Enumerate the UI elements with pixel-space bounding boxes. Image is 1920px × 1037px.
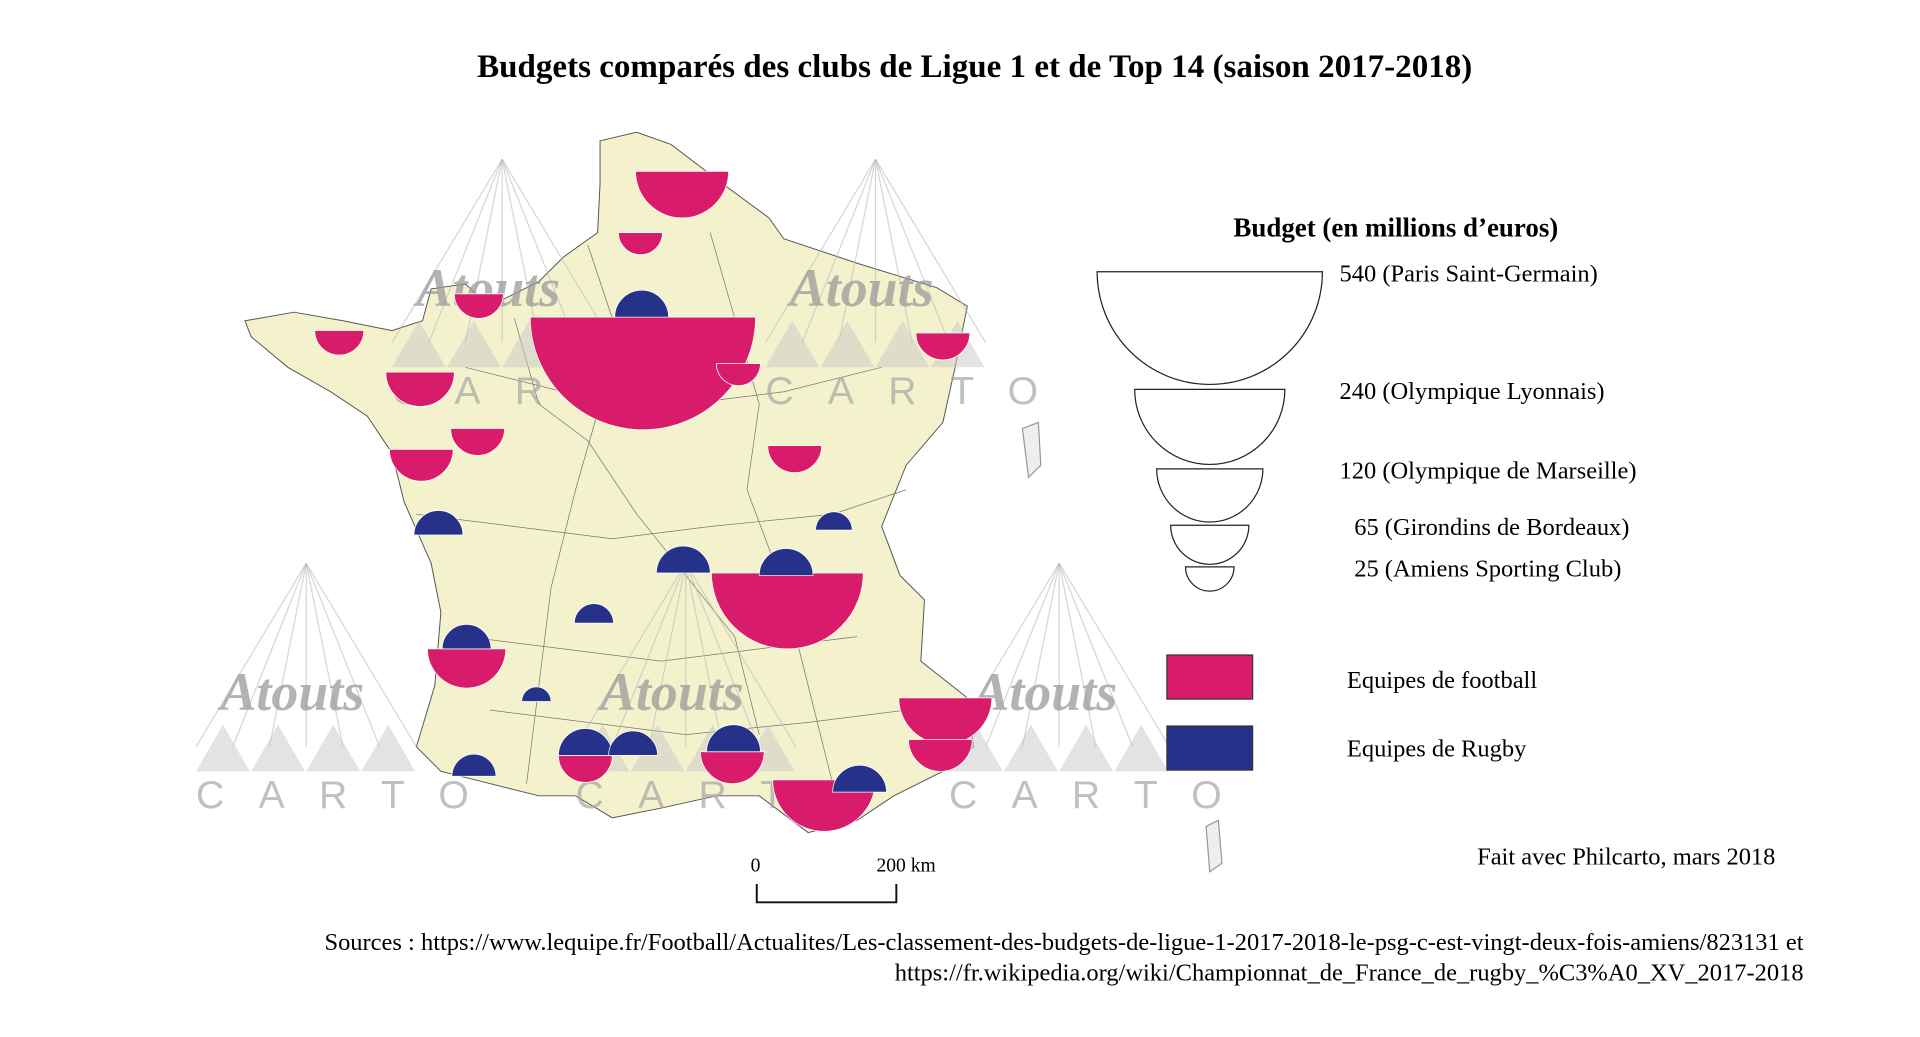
football-club-symbol (558, 755, 613, 783)
size-legend-label: 120 (Olympique de Marseille) (1340, 458, 1637, 485)
football-club-symbol (453, 293, 504, 319)
legend-title: Budget (en millions d’euros) (1233, 212, 1558, 242)
corsica-shape (1021, 421, 1223, 873)
football-club-symbol (389, 448, 454, 482)
watermark-word: Atouts (787, 258, 934, 318)
size-legend: 540 (Paris Saint-Germain) 240 (Olympique … (1096, 261, 1637, 592)
football-club-symbol (427, 648, 507, 689)
football-club-symbol (618, 232, 663, 256)
watermark-word: Atouts (597, 662, 744, 722)
size-legend-symbol (1134, 388, 1286, 465)
football-club-symbol (711, 572, 864, 650)
football-club-symbol (450, 428, 505, 456)
legend-swatch-rugby (1166, 725, 1254, 771)
watermark-word: CARTO (196, 774, 503, 817)
size-legend-label: 540 (Paris Saint-Germain) (1340, 261, 1598, 288)
watermark-word: Atouts (970, 662, 1117, 722)
legend-label-rugby: Equipes de Rugby (1347, 736, 1527, 763)
size-legend-symbol (1170, 524, 1250, 565)
watermark-logo: Atouts CARTO (764, 158, 1072, 413)
watermark-word: CARTO (765, 370, 1072, 413)
football-club-symbol (715, 363, 761, 387)
credit: Fait avec Philcarto, mars 2018 (1477, 843, 1775, 870)
legend-label-football: Equipes de football (1347, 667, 1537, 694)
france-map (244, 131, 974, 834)
football-club-symbol (915, 332, 971, 361)
football-club-symbol (908, 739, 973, 772)
rugby-club-symbol (706, 724, 761, 753)
football-club-symbol (767, 445, 823, 473)
scale-zero: 0 (751, 856, 761, 877)
watermark-word: Atouts (218, 662, 365, 722)
football-club-symbol (314, 330, 365, 356)
football-club-symbol (385, 371, 455, 407)
size-legend-symbol (1156, 468, 1264, 523)
scale-bar (755, 883, 898, 904)
size-legend-label: 65 (Girondins de Bordeaux) (1354, 514, 1629, 541)
rugby-club-symbol (608, 730, 658, 756)
size-legend-label: 25 (Amiens Sporting Club) (1354, 556, 1621, 583)
football-club-symbol (529, 316, 756, 431)
size-legend-symbol (1096, 271, 1324, 385)
rugby-club-symbol (815, 511, 853, 531)
rugby-club-symbol (832, 764, 887, 793)
football-club-symbol (635, 171, 729, 219)
football-club-symbol (700, 751, 765, 784)
map-title: Budgets comparés des clubs de Ligue 1 et… (477, 49, 1472, 85)
rugby-club-symbol (451, 753, 497, 777)
sources-line-2: https://fr.wikipedia.org/wiki/Championna… (895, 960, 1804, 987)
scale-end: 200 km (876, 856, 935, 877)
football-club-symbol (772, 779, 876, 832)
rugby-club-symbol (441, 624, 492, 650)
rugby-club-symbol (614, 289, 669, 318)
sources-line-1: Sources : https://www.lequipe.fr/Footbal… (324, 929, 1803, 956)
watermark-word: CARTO (949, 774, 1256, 817)
rugby-club-symbol (758, 548, 814, 576)
size-legend-label: 240 (Olympique Lyonnais) (1340, 378, 1605, 405)
legend-swatch-football (1166, 654, 1254, 700)
size-legend-symbol (1184, 566, 1235, 592)
rugby-club-symbol (413, 510, 464, 536)
watermark-logo: Atouts CARTO (195, 562, 503, 817)
rugby-club-symbol (656, 545, 711, 574)
club-symbols (314, 171, 993, 832)
watermark-logo: Atouts CARTO (948, 562, 1256, 817)
rugby-club-symbol (573, 603, 614, 624)
rugby-club-symbol (521, 686, 552, 702)
